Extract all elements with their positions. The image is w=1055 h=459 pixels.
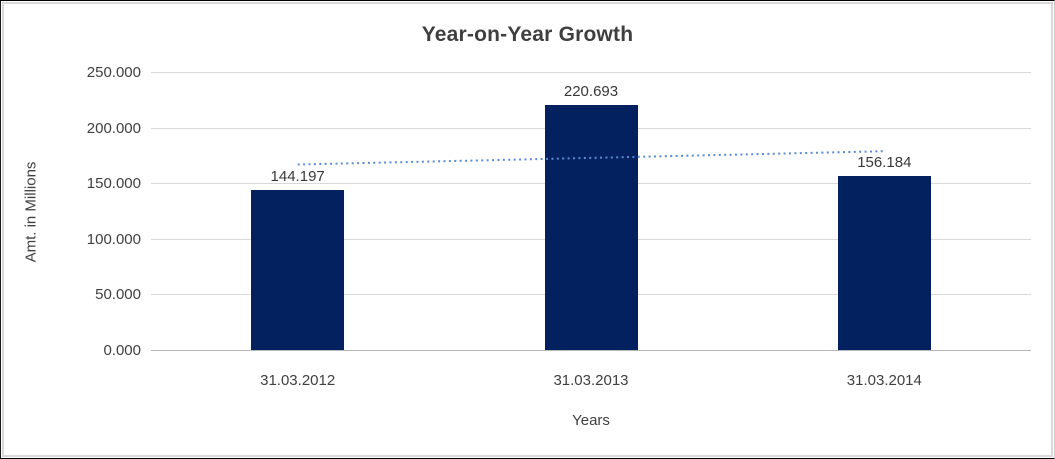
y-tick-label: 50.000: [95, 286, 141, 304]
y-tick-label: 150.000: [86, 175, 141, 193]
y-tick-label: 100.000: [86, 230, 141, 248]
plot-area: 144.197 220.693 156.184: [151, 72, 1031, 351]
x-axis-title: Years: [572, 412, 610, 429]
y-tick-label: 0.000: [103, 342, 141, 359]
x-tick-label: 31.03.2013: [553, 372, 629, 389]
bar-data-label: 220.693: [563, 82, 619, 100]
y-tick-label: 250.000: [86, 64, 141, 81]
bar-data-label: 156.184: [857, 154, 912, 172]
bar-31.03.2012: [251, 189, 345, 350]
x-axis-line: [151, 350, 1031, 351]
gridline: [151, 72, 1031, 73]
bar-31.03.2014: [837, 176, 931, 350]
x-tick-label: 31.03.2014: [846, 372, 922, 389]
y-tick-label: 200.000: [86, 119, 141, 137]
chart-title: Year-on-Year Growth: [421, 23, 634, 46]
x-tick-label: 31.03.2012: [260, 372, 336, 389]
bar-data-label: 144.197: [270, 167, 325, 185]
bar-31.03.2013: [544, 104, 638, 350]
